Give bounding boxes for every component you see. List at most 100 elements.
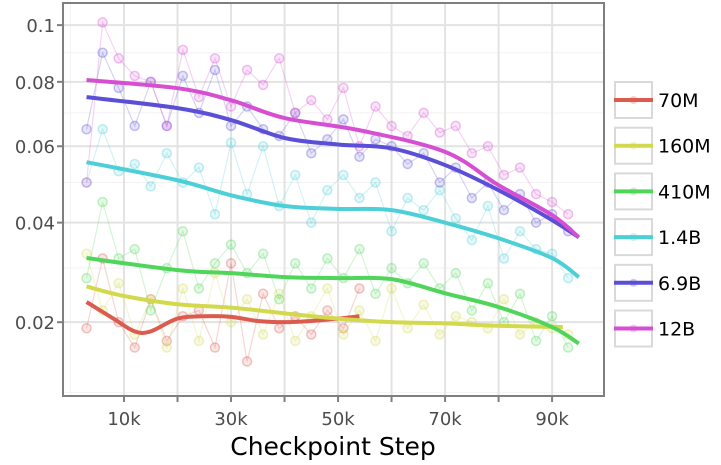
data-point-1.4B (450, 213, 462, 224)
series-connector-1.4B (85, 127, 569, 279)
trend-lines (85, 78, 581, 346)
data-point-1.4B (145, 181, 157, 192)
data-point-160M (241, 293, 253, 305)
data-point-410M (450, 267, 462, 279)
data-point-6.9B (530, 217, 542, 228)
legend-item-12B: 12B (614, 309, 695, 348)
data-point-410M (418, 258, 429, 269)
data-point-1.4B (209, 208, 221, 220)
legend-item-410M: 410M (614, 172, 711, 211)
series-connector-160M (85, 253, 569, 350)
data-point-6.9B (177, 70, 189, 82)
y-tick-label: 0.1 (26, 16, 55, 37)
data-point-70M (129, 342, 140, 353)
data-point-70M (322, 305, 333, 316)
grid (63, 3, 604, 396)
y-tick-label: 0.06 (15, 137, 55, 158)
data-point-1.4B (306, 217, 317, 228)
data-point-6.9B (402, 158, 413, 170)
data-point-1.4B (434, 184, 445, 196)
data-point-1.4B (354, 192, 365, 204)
data-point-12B (546, 196, 558, 208)
trend-line-70M (85, 300, 360, 335)
legend: 70M 160M 410M 1.4B 6.9B 12B (614, 81, 711, 348)
data-point-12B (530, 188, 542, 200)
data-point-160M (193, 335, 205, 347)
data-point-12B (338, 82, 349, 94)
data-point-12B (81, 177, 92, 188)
data-point-12B (257, 79, 269, 91)
series-connector-12B (85, 20, 569, 215)
data-point-410M (322, 253, 333, 264)
legend-item-6.9B: 6.9B (614, 263, 701, 302)
data-point-410M (81, 272, 92, 284)
data-point-12B (386, 120, 397, 132)
legend-item-70M: 70M (614, 81, 699, 119)
legend-label: 1.4B (658, 227, 701, 249)
data-point-12B (306, 94, 317, 106)
data-point-160M (177, 283, 189, 294)
data-point-6.9B (354, 151, 365, 163)
data-point-160M (418, 299, 429, 311)
data-point-160M (370, 335, 381, 347)
legend-key-point (629, 187, 638, 196)
data-point-6.9B (466, 192, 478, 204)
y-tick-label: 0.08 (15, 73, 55, 94)
data-point-160M (322, 283, 333, 294)
data-point-12B (113, 53, 124, 64)
legend-key-point (629, 278, 638, 287)
data-point-12B (370, 101, 381, 112)
data-point-70M (306, 329, 317, 340)
data-point-1.4B (225, 137, 237, 149)
data-point-410M (257, 248, 269, 260)
x-tick-label: 10k (107, 409, 141, 430)
data-point-70M (161, 335, 173, 347)
data-point-160M (402, 323, 413, 334)
x-axis-title: Checkpoint Step (230, 432, 436, 461)
legend-label: 410M (658, 181, 711, 203)
data-point-410M (306, 283, 317, 294)
y-tick-label: 0.02 (15, 313, 55, 334)
data-point-160M (514, 329, 526, 340)
x-axis: 10k 30k 50k 70k 90k (107, 396, 569, 430)
data-point-410M (209, 258, 221, 269)
legend-label: 6.9B (658, 273, 701, 295)
data-point-1.4B (97, 123, 108, 135)
data-point-1.4B (418, 204, 429, 216)
legend-key-point (629, 141, 638, 150)
data-point-70M (225, 258, 237, 269)
plot-panel-border (62, 2, 605, 397)
data-points (81, 17, 574, 367)
data-point-160M (354, 305, 365, 316)
data-point-410M (145, 305, 157, 316)
x-tick-label: 70k (428, 409, 462, 430)
x-tick-label: 30k (214, 409, 248, 430)
data-point-410M (225, 239, 237, 250)
data-point-1.4B (289, 169, 301, 181)
data-point-6.9B (161, 120, 173, 132)
data-point-410M (466, 305, 478, 316)
legend-key-point (629, 324, 638, 333)
data-point-70M (209, 342, 221, 353)
data-point-1.4B (322, 184, 333, 196)
data-point-12B (418, 107, 429, 119)
data-point-410M (514, 288, 526, 300)
data-point-70M (354, 283, 365, 294)
data-point-410M (370, 288, 381, 300)
data-point-12B (273, 53, 285, 64)
data-point-6.9B (209, 64, 221, 76)
data-point-6.9B (129, 120, 140, 132)
data-point-160M (113, 278, 124, 289)
legend-key-point (629, 233, 638, 242)
legend-item-160M: 160M (614, 126, 711, 165)
trend-line-410M (86, 256, 580, 346)
data-point-6.9B (338, 114, 349, 125)
data-point-410M (546, 310, 558, 322)
data-point-410M (354, 243, 365, 255)
data-point-410M (386, 262, 397, 274)
data-point-1.4B (498, 253, 510, 264)
data-point-6.9B (498, 204, 510, 216)
x-tick-label: 50k (321, 409, 355, 430)
data-point-1.4B (338, 169, 349, 181)
